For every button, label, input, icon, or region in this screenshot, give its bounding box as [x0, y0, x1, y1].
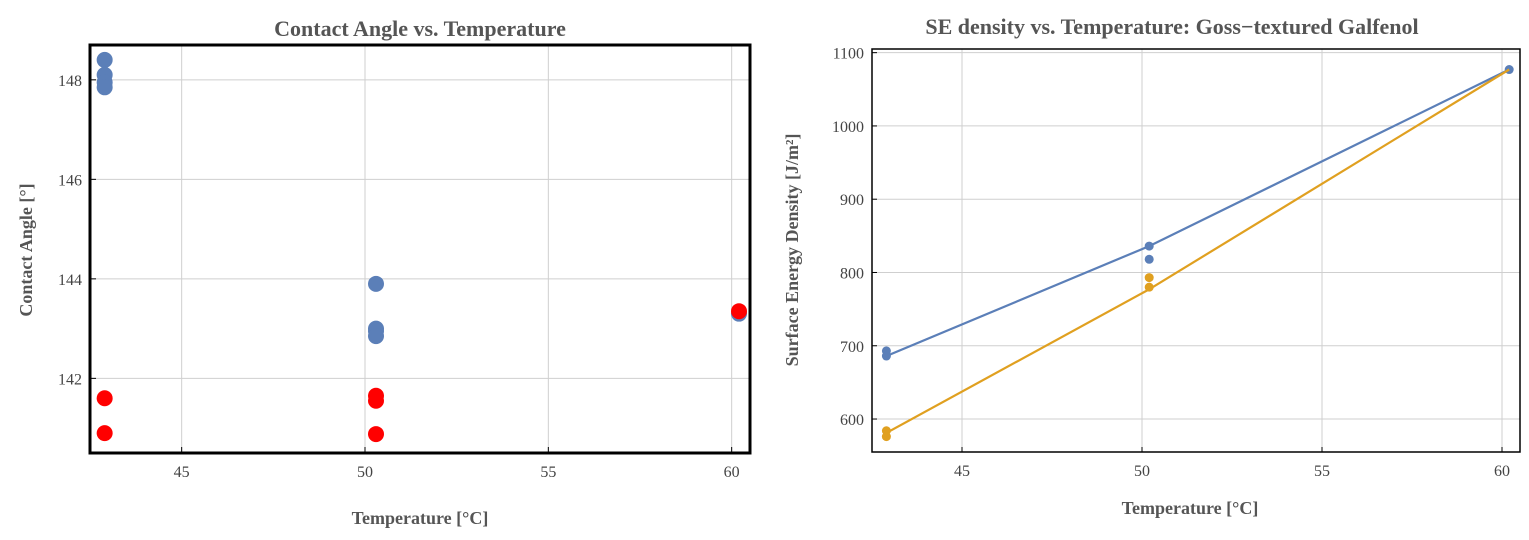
y-tick-label: 146: [58, 172, 82, 189]
y-tick-label: 900: [840, 192, 864, 209]
x-tick-label: 45: [174, 464, 190, 481]
series-1-line: [885, 68, 1510, 358]
x-tick-label: 60: [724, 464, 740, 481]
series-2-point: [881, 432, 891, 442]
y-tick-label: 144: [58, 272, 82, 289]
y-tick-label: 1100: [833, 46, 864, 63]
series-1-point: [1144, 241, 1154, 251]
series-2-line: [885, 68, 1510, 434]
y-tick-label: 600: [840, 412, 864, 429]
y-ticks: 142 144 146 148: [58, 73, 96, 388]
x-ticks: 45 50 55 60: [174, 447, 740, 481]
series-1-point: [96, 51, 113, 68]
chart-title: Contact Angle vs. Temperature: [274, 16, 566, 41]
se-density-chart: SE density vs. Temperature: Goss−texture…: [782, 14, 1521, 518]
y-tick-label: 700: [840, 339, 864, 356]
plot-frame: [871, 48, 1521, 453]
data-points: [96, 51, 747, 443]
series-2-point: [368, 392, 384, 409]
series-1-point: [96, 79, 113, 96]
y-axis-label: Contact Angle [°]: [16, 183, 36, 316]
contact-angle-chart: Contact Angle vs. Temperature 45 50 55 60 1…: [16, 16, 752, 528]
x-ticks: 45 50 55 60: [954, 447, 1510, 480]
series-2-point: [1144, 282, 1154, 292]
y-ticks: 600 700 800 900 1000 1100: [832, 46, 877, 429]
series-1-point: [368, 275, 384, 292]
plot-frame: [88, 43, 752, 455]
series-2-point: [1144, 273, 1154, 283]
x-axis-label: Temperature [°C]: [1122, 498, 1259, 518]
y-axis-label: Surface Energy Density [J/m²]: [782, 134, 802, 367]
grid: [90, 45, 750, 453]
x-tick-label: 45: [954, 463, 970, 480]
x-tick-label: 50: [1134, 463, 1150, 480]
series-2-point: [368, 426, 384, 443]
chart-title: SE density vs. Temperature: Goss−texture…: [925, 14, 1418, 39]
series-2-point: [731, 303, 747, 320]
y-tick-label: 142: [58, 371, 82, 388]
series-1-point: [368, 328, 384, 345]
y-tick-label: 800: [840, 265, 864, 282]
x-axis-label: Temperature [°C]: [352, 508, 489, 528]
x-tick-label: 55: [1314, 463, 1330, 480]
series-1-point: [1144, 254, 1154, 264]
y-tick-label: 1000: [832, 119, 864, 136]
y-tick-label: 148: [58, 73, 82, 90]
x-tick-label: 55: [540, 464, 556, 481]
x-tick-label: 60: [1494, 463, 1510, 480]
series-2-point: [96, 425, 113, 442]
data-series: [881, 65, 1514, 442]
series-2-point: [96, 390, 113, 407]
grid: [872, 49, 1520, 452]
series-1-point: [881, 351, 891, 361]
x-tick-label: 50: [357, 464, 373, 481]
